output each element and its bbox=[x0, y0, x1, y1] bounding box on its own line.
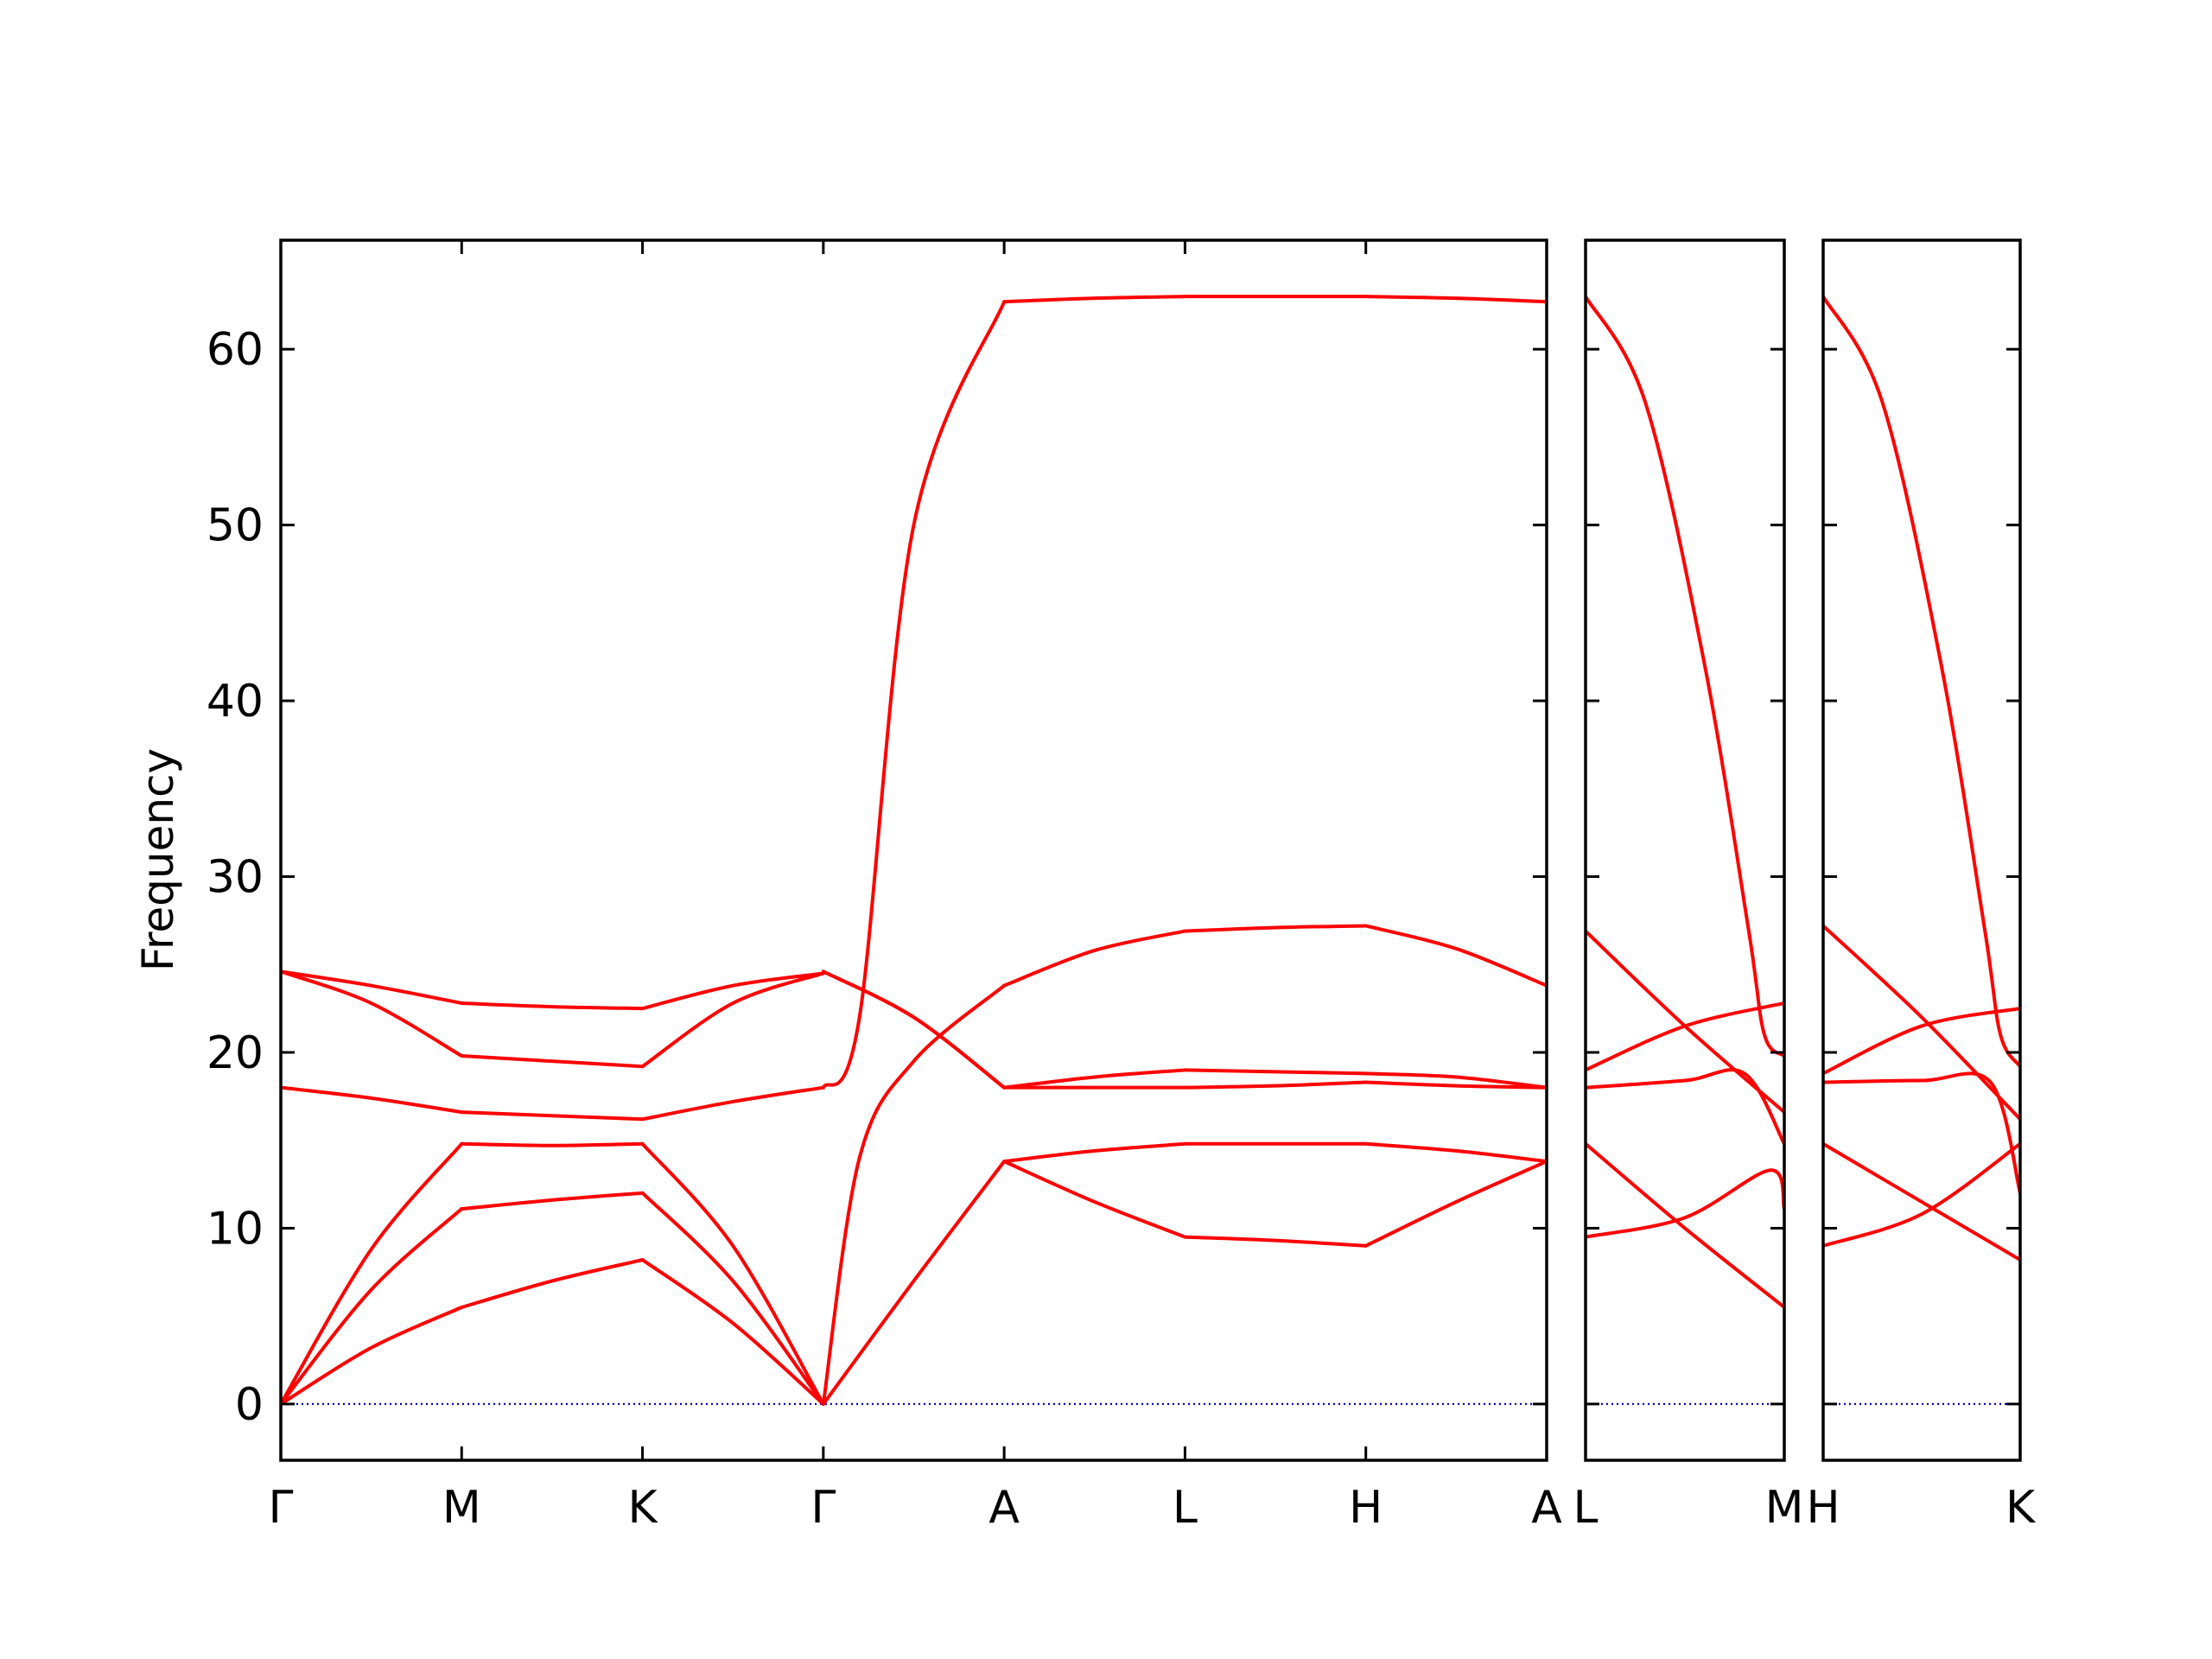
band-line-K-Γ-1 bbox=[640, 1258, 825, 1406]
x-tick-label: K bbox=[628, 1482, 659, 1534]
band-line-M-K-1 bbox=[460, 1258, 645, 1309]
band-line-K-Γ-5 bbox=[640, 971, 825, 1069]
y-tick-label: 20 bbox=[207, 1027, 264, 1079]
panel-frame bbox=[1584, 238, 1786, 1462]
band-line-Γ-M-6 bbox=[281, 969, 464, 1006]
x-tick-label: M bbox=[1765, 1482, 1804, 1534]
x-tick-label: H bbox=[1349, 1482, 1382, 1534]
band-line-Γ-M-3 bbox=[281, 1141, 464, 1406]
band-line-L-M-3 bbox=[1586, 1068, 1784, 1146]
band-line-M-K-2 bbox=[460, 1191, 645, 1211]
band-line-L-M-1 bbox=[1586, 1168, 1784, 1239]
band-line-H-K-2 bbox=[1823, 1141, 2020, 1262]
band-line-H-K-6 bbox=[1823, 295, 2020, 1069]
band-line-K-Γ-2 bbox=[640, 1191, 825, 1406]
band-line-M-K-6 bbox=[460, 1001, 645, 1011]
band-line-Γ-A-3 bbox=[821, 969, 1007, 1090]
x-tick-label: H bbox=[1806, 1482, 1840, 1534]
band-line-H-A-4 bbox=[1363, 1071, 1547, 1090]
band-line-Γ-A-5 bbox=[821, 300, 1007, 1090]
band-line-H-A-1 bbox=[1363, 1160, 1547, 1248]
band-line-Γ-A-4 bbox=[821, 969, 1007, 1090]
band-line-Γ-M-4 bbox=[281, 1085, 464, 1115]
band-line-H-K-5 bbox=[1823, 924, 2020, 1122]
y-tick-label: 0 bbox=[235, 1379, 264, 1431]
y-tick-label: 10 bbox=[207, 1203, 264, 1255]
band-line-L-H-3 bbox=[1183, 1080, 1368, 1090]
panel-frame bbox=[1821, 238, 2022, 1462]
band-line-L-H-5 bbox=[1183, 924, 1368, 933]
x-tick-label: K bbox=[2005, 1482, 2037, 1534]
band-line-K-Γ-4 bbox=[640, 1085, 825, 1122]
band-line-Γ-M-5 bbox=[281, 969, 464, 1058]
band-line-K-Γ-3 bbox=[640, 1141, 825, 1406]
band-line-A-L-5 bbox=[1002, 929, 1187, 988]
x-tick-label: L bbox=[1573, 1482, 1599, 1534]
band-line-K-Γ-6 bbox=[640, 971, 825, 1011]
band-line-L-M-2 bbox=[1586, 1141, 1784, 1309]
band-lines bbox=[1823, 295, 2020, 1262]
band-lines bbox=[1586, 295, 1784, 1309]
x-tick-label: A bbox=[988, 1482, 1020, 1534]
band-line-L-H-4 bbox=[1183, 1068, 1368, 1076]
x-tick-label: M bbox=[442, 1482, 481, 1534]
band-line-M-K-4 bbox=[460, 1110, 645, 1122]
band-line-H-A-6 bbox=[1363, 295, 1547, 304]
panel-frame bbox=[279, 238, 1548, 1462]
band-line-L-M-6 bbox=[1586, 295, 1784, 1058]
x-tick-label: L bbox=[1173, 1482, 1198, 1534]
band-line-Γ-M-1 bbox=[281, 1305, 464, 1406]
band-line-H-A-3 bbox=[1363, 1080, 1547, 1090]
y-tick-label: 60 bbox=[207, 324, 264, 376]
band-line-Γ-A-2 bbox=[821, 983, 1007, 1406]
band-line-H-A-5 bbox=[1363, 924, 1547, 988]
y-axis-label: Frequency bbox=[133, 748, 183, 971]
band-line-L-M-5 bbox=[1586, 929, 1784, 1115]
band-line-A-L-1 bbox=[1002, 1160, 1187, 1239]
x-tick-label: Γ bbox=[269, 1482, 294, 1534]
band-line-L-M-4 bbox=[1586, 1001, 1784, 1072]
band-line-Γ-M-2 bbox=[281, 1207, 464, 1406]
y-tick-label: 40 bbox=[207, 676, 264, 728]
panel-1: 0 10 20 30 40 50 60 Γ M K Γ A L H A bbox=[207, 238, 1562, 1534]
band-line-M-K-3 bbox=[460, 1141, 645, 1147]
x-tick-label: A bbox=[1531, 1482, 1562, 1534]
band-lines bbox=[281, 295, 1547, 1406]
y-tick-label: 50 bbox=[207, 500, 264, 552]
band-line-H-K-1 bbox=[1823, 1141, 2020, 1248]
band-line-M-K-5 bbox=[460, 1054, 645, 1069]
y-tick-label: 30 bbox=[207, 852, 264, 904]
band-line-L-H-1 bbox=[1183, 1235, 1368, 1248]
x-tick-label: Γ bbox=[810, 1482, 836, 1534]
band-line-A-L-4 bbox=[1002, 1068, 1187, 1090]
band-line-A-L-2 bbox=[1002, 1141, 1187, 1164]
band-line-H-A-2 bbox=[1363, 1141, 1547, 1164]
band-line-Γ-A-1 bbox=[821, 1160, 1007, 1406]
band-line-A-L-6 bbox=[1002, 295, 1187, 304]
band-line-H-K-3 bbox=[1823, 1071, 2020, 1195]
